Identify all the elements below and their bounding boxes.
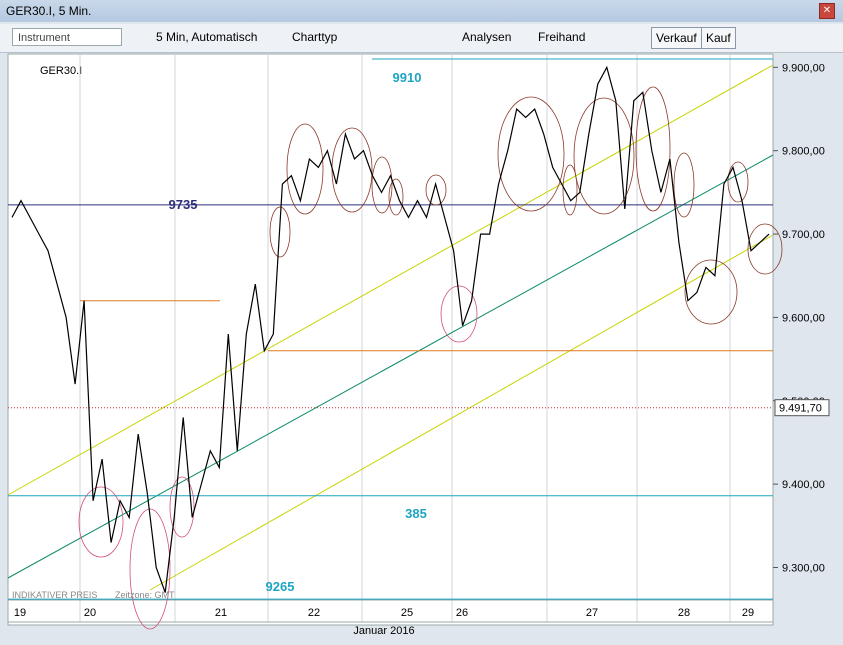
annotation-circle [562, 164, 578, 216]
interval-dropdown[interactable]: 5 Min, Automatisch [156, 30, 258, 44]
y-tick-label: 9.600,00 [782, 312, 825, 324]
month-label: Januar 2016 [353, 625, 414, 637]
x-tick-label: 19 [14, 607, 26, 619]
annotation-circle [388, 178, 404, 216]
price-tag-label: 9.491,70 [779, 403, 822, 415]
level-annotation: 385 [405, 506, 427, 521]
level-annotation: 9735 [169, 197, 198, 212]
y-tick-label: 9.800,00 [782, 146, 825, 158]
chart: GER30.I 19 20 21 22 25 26 27 28 29 Januar 2016 9.9… [7, 53, 830, 637]
annotation-circle [78, 486, 124, 558]
x-tick-label: 28 [678, 607, 690, 619]
x-tick-label: 20 [84, 607, 96, 619]
price-tag [774, 399, 830, 417]
level-annotation: 9910 [393, 70, 422, 85]
buy-button[interactable]: Kauf [701, 27, 736, 49]
y-tick-label: 9.700,00 [782, 229, 825, 241]
x-tick-label: 22 [308, 607, 320, 619]
annotation-circle [747, 223, 783, 275]
annotation-circle [129, 508, 171, 630]
annotation-circle [425, 174, 447, 206]
close-button[interactable]: ✕ [819, 3, 835, 19]
trend-line [7, 154, 774, 579]
annotation-circle [635, 86, 671, 212]
annotation-circle [269, 206, 291, 258]
annotation-circle [684, 259, 738, 325]
annotation-circle [286, 123, 324, 215]
x-tick-label: 25 [401, 607, 413, 619]
plot-area [7, 53, 774, 626]
y-tick-label: 9.400,00 [782, 479, 825, 491]
x-tick-label: 21 [215, 607, 227, 619]
y-tick-label: 9.900,00 [782, 62, 825, 74]
window-title: GER30.I, 5 Min. [6, 4, 92, 18]
price-line [11, 65, 770, 593]
title-bar: GER30.I, 5 Min. ✕ [0, 0, 843, 22]
trend-line [149, 234, 774, 591]
trend-line [7, 64, 774, 496]
annotation-circle [727, 161, 749, 203]
footer-note: INDIKATIVER PREIS [12, 590, 97, 600]
sell-button[interactable]: Verkauf [651, 27, 702, 49]
level-annotation: 9265 [266, 579, 295, 594]
x-tick-label: 26 [456, 607, 468, 619]
annotation-circle [440, 285, 478, 343]
footer-note: Zeitzone: GMT [115, 590, 175, 600]
annotation-circle [371, 156, 393, 214]
annotation-circle [497, 96, 565, 212]
y-tick-label: 9.300,00 [782, 562, 825, 574]
chart-label: GER30.I [40, 65, 82, 77]
annotation-circle [673, 152, 695, 218]
x-tick-label: 27 [586, 607, 598, 619]
annotation-circle [169, 476, 195, 538]
toolbar: Instrument 5 Min, Automatisch Charttyp A… [0, 24, 843, 53]
freehand-dropdown[interactable]: Freihand [538, 30, 586, 44]
annotation-circle [573, 97, 635, 215]
charttype-dropdown[interactable]: Charttyp [292, 30, 338, 44]
instrument-input[interactable]: Instrument [12, 28, 122, 46]
x-tick-label: 29 [742, 607, 754, 619]
analysis-dropdown[interactable]: Analysen [462, 30, 512, 44]
